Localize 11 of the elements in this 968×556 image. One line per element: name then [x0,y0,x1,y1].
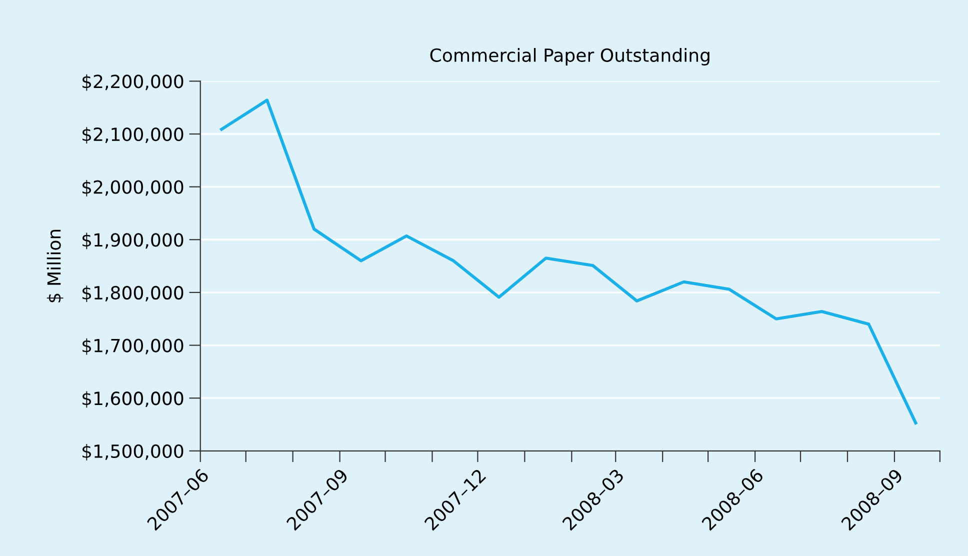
y-tick-label: $1,900,000 [82,232,184,250]
y-axis-title: $ Million [46,230,64,302]
y-tick-label: $1,600,000 [82,391,184,408]
y-tick-label: $1,700,000 [82,338,184,355]
line-series [220,98,918,424]
y-tick-label: $2,100,000 [82,127,184,144]
y-tick-label: $2,200,000 [82,74,184,91]
y-tick-label: $1,800,000 [82,286,184,302]
y-tick-label: $2,000,000 [82,180,184,196]
y-tick-label: $1,500,000 [82,444,184,460]
chart-title: Commercial Paper Outstanding [430,48,710,66]
